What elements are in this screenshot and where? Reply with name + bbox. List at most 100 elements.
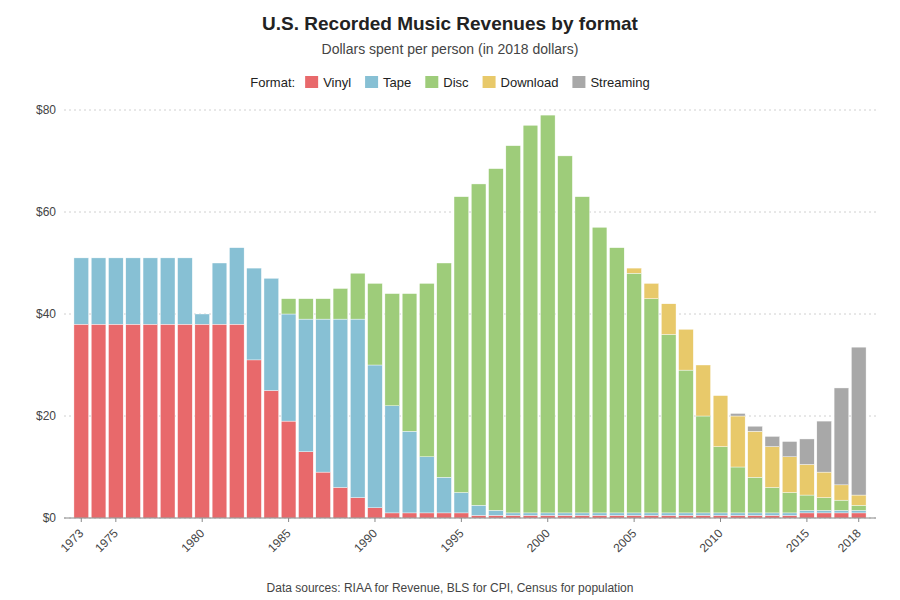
bar: [765, 447, 780, 488]
legend-label: Vinyl: [323, 75, 351, 90]
x-tick-label: 2015: [783, 526, 812, 555]
bar: [540, 115, 555, 116]
bar: [679, 329, 694, 370]
x-tick-label: 2000: [524, 526, 553, 555]
x-tick-label: 1973: [58, 526, 87, 555]
bar: [558, 155, 573, 156]
bar: [419, 457, 434, 513]
bar: [782, 493, 797, 513]
bar: [523, 513, 538, 516]
bar: [333, 288, 348, 289]
legend-swatch: [425, 76, 438, 88]
bar: [644, 513, 659, 516]
bar: [800, 439, 815, 465]
bar: [281, 299, 296, 314]
bar: [212, 263, 227, 324]
bar: [661, 334, 676, 513]
bar: [229, 247, 244, 248]
bar: [316, 319, 331, 472]
bar: [281, 314, 296, 421]
bar: [160, 258, 175, 324]
bar: [834, 485, 849, 500]
bar: [575, 196, 590, 197]
bar: [540, 115, 555, 513]
bar: [834, 513, 849, 518]
x-tick: [547, 518, 548, 522]
bar: [834, 500, 849, 510]
bar: [558, 155, 573, 156]
bar: [229, 247, 244, 248]
bar: [350, 273, 365, 319]
bar: [558, 513, 573, 516]
bar: [489, 169, 504, 511]
bar: [74, 257, 89, 258]
bar: [229, 247, 244, 248]
bar: [333, 487, 348, 518]
bar: [471, 183, 486, 184]
bar: [679, 329, 694, 330]
bar: [748, 477, 763, 513]
bar: [851, 495, 866, 505]
bar: [730, 513, 745, 516]
bar: [160, 257, 175, 258]
bar: [471, 184, 486, 505]
bar: [454, 196, 469, 197]
bar: [126, 258, 141, 324]
bar: [195, 314, 210, 315]
bar: [419, 283, 434, 284]
bar: [644, 299, 659, 513]
bar: [333, 319, 348, 487]
bar: [247, 268, 262, 269]
bar: [108, 257, 123, 258]
bar: [212, 263, 227, 264]
bar: [437, 263, 452, 264]
chart: U.S. Recorded Music Revenues by formatDo…: [0, 0, 900, 600]
bar: [299, 298, 314, 299]
bar: [644, 283, 659, 298]
bar: [160, 257, 175, 258]
bar: [800, 464, 815, 495]
bar: [108, 258, 123, 324]
bar: [471, 183, 486, 184]
bar: [402, 293, 417, 294]
bar: [506, 145, 521, 146]
bar: [195, 314, 210, 315]
legend-swatch: [305, 76, 318, 88]
x-tick-label: 1980: [179, 526, 208, 555]
bar: [661, 304, 676, 335]
legend-swatch: [365, 76, 378, 88]
bar: [264, 278, 279, 390]
bar: [385, 293, 400, 294]
bar: [385, 406, 400, 513]
bar: [730, 467, 745, 513]
bar: [108, 324, 123, 518]
bar: [575, 196, 590, 197]
bar: [851, 347, 866, 495]
bar: [178, 257, 193, 258]
bar: [91, 257, 106, 258]
bar: [713, 395, 728, 396]
bar: [627, 268, 642, 269]
bar: [126, 257, 141, 258]
bar: [247, 268, 262, 269]
x-tick-label: 2018: [835, 526, 864, 555]
x-tick: [461, 518, 462, 522]
bar: [748, 513, 763, 516]
background: [0, 0, 900, 600]
bar: [419, 513, 434, 518]
bar: [316, 299, 331, 319]
bar: [817, 510, 832, 513]
bar: [126, 257, 141, 258]
bar: [454, 513, 469, 518]
bar: [627, 268, 642, 273]
bar: [834, 388, 849, 485]
bar: [160, 324, 175, 518]
bar: [437, 477, 452, 513]
y-tick-label: $60: [36, 205, 56, 219]
bar: [800, 513, 815, 518]
bar: [696, 365, 711, 416]
bar: [402, 293, 417, 294]
x-tick: [634, 518, 635, 522]
bar: [627, 513, 642, 516]
bar: [333, 289, 348, 320]
